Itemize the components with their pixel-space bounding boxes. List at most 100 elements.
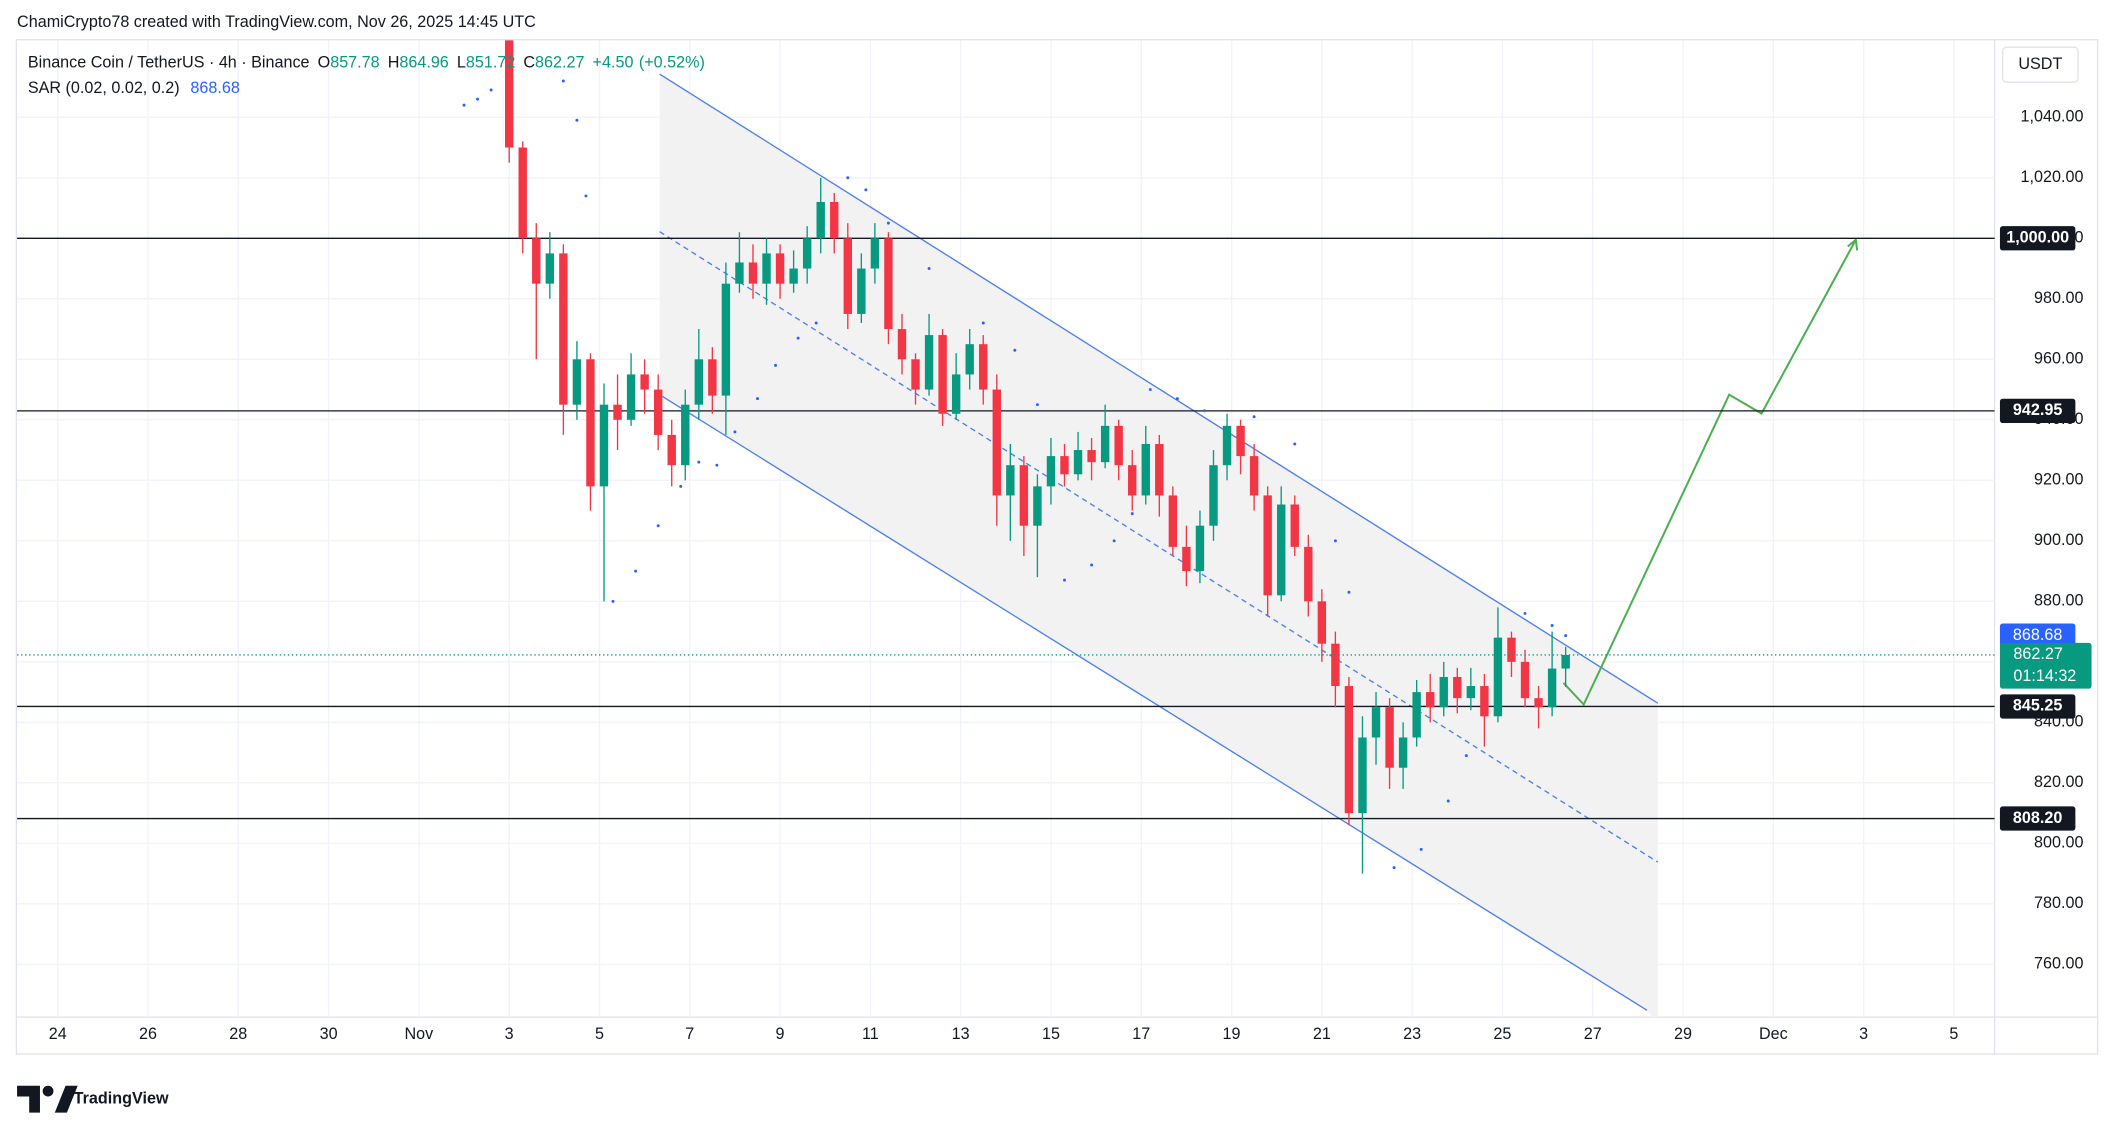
sar-dot: [1130, 512, 1134, 516]
sar-dot: [697, 460, 701, 464]
candle-body: [708, 359, 717, 396]
candle-body: [789, 268, 798, 284]
candle-body: [1344, 686, 1354, 814]
level-label-box: [1999, 398, 2076, 424]
sar-dot: [634, 569, 638, 573]
candle-body: [1046, 456, 1056, 487]
sar-price-box: [1999, 623, 2076, 648]
candle-body: [735, 262, 744, 284]
sar-dot: [1446, 799, 1450, 803]
sar-value: 868.68: [190, 79, 239, 97]
candle-body: [1073, 450, 1083, 475]
sar-price-label: 868.68: [2013, 626, 2062, 644]
sar-dot: [1333, 539, 1337, 543]
y-tick-label: 780.00: [2034, 894, 2083, 912]
ohlc-letter: H: [388, 54, 400, 72]
candle-body: [1155, 444, 1164, 496]
symbol-title: Binance Coin / TetherUS · 4h · Binance: [28, 54, 310, 72]
sar-dot: [1550, 624, 1554, 628]
x-tick-label: 26: [139, 1025, 157, 1043]
candle-body: [979, 344, 988, 390]
sar-dot: [886, 221, 890, 225]
y-tick-label: 920.00: [2034, 471, 2083, 489]
x-tick-label: 9: [776, 1025, 785, 1043]
ohlc-value: 864.96: [399, 54, 448, 72]
sar-dot: [575, 118, 579, 122]
axes: 760.00780.00800.00820.00840.00860.00880.…: [49, 108, 2092, 1043]
candle-body: [586, 359, 595, 487]
sar-dot: [584, 194, 588, 198]
x-tick-label: 21: [1313, 1025, 1331, 1043]
x-tick-label: 19: [1223, 1025, 1241, 1043]
x-tick-label: 5: [595, 1025, 604, 1043]
levels: [17, 237, 1995, 820]
candle-body: [816, 201, 825, 239]
currency: USDT: [2018, 55, 2062, 73]
candle-body: [1507, 637, 1516, 662]
ohlc-value: 851.72: [466, 54, 515, 72]
candle-body: [897, 329, 907, 360]
candle-body: [1371, 707, 1381, 738]
x-tick-label: 17: [1132, 1025, 1150, 1043]
candle-body: [1168, 495, 1178, 547]
candle-body: [830, 201, 839, 239]
candle-body: [613, 404, 622, 420]
level-label-box: [1999, 694, 2076, 719]
candle-body: [721, 283, 731, 396]
y-tick-label: 880.00: [2034, 592, 2083, 610]
x-tick-label: Dec: [1759, 1025, 1788, 1043]
y-tick-label: 900.00: [2034, 531, 2083, 549]
candle-body: [1100, 425, 1110, 463]
candle-body: [762, 253, 771, 284]
channel-fill: [659, 74, 1658, 1018]
candle-body: [965, 344, 974, 375]
candle-body: [1290, 504, 1299, 547]
channel-mid: [659, 231, 1659, 863]
sar-dot: [476, 97, 480, 101]
candle-body: [1385, 707, 1394, 768]
candle-body: [1466, 686, 1476, 699]
sar-dot: [1090, 563, 1094, 567]
x-tick-label: 23: [1403, 1025, 1421, 1043]
sar-dot: [774, 363, 778, 367]
projection-arrowhead: [1847, 237, 1859, 251]
candle-body: [653, 389, 663, 435]
change: (+0.52%): [639, 54, 705, 72]
candle-body: [1480, 686, 1489, 717]
candle-body: [1304, 546, 1313, 602]
channel-upper: [659, 73, 1659, 704]
chart-frame: [15, 39, 2099, 1055]
change: +4.50: [593, 54, 634, 72]
y-tick-label: 760.00: [2034, 955, 2083, 973]
last-price-label: 862.27: [2013, 645, 2062, 663]
candle-body: [1547, 668, 1557, 708]
sar-name: SAR (0.02, 0.02, 0.2): [28, 79, 180, 97]
x-tick-label: 27: [1584, 1025, 1602, 1043]
sar-dot: [1063, 578, 1066, 582]
sar-dot: [814, 321, 818, 325]
logo-icon: [42, 1085, 54, 1097]
drawings: [659, 73, 1859, 1018]
candle-body: [545, 253, 555, 284]
sar-dot: [1419, 847, 1423, 851]
sar-dot: [864, 188, 868, 192]
x-tick-label: 29: [1674, 1025, 1692, 1043]
sar-dot: [561, 79, 565, 83]
level-label: 942.95: [2013, 401, 2062, 419]
candle-body: [1358, 737, 1367, 814]
candle-body: [1331, 643, 1340, 687]
sar-dot: [927, 267, 931, 271]
candle-body: [1453, 676, 1462, 699]
sar-dot: [489, 88, 493, 92]
candle-body: [640, 374, 649, 390]
candle-body: [748, 262, 758, 284]
y-tick-label: 960.00: [2034, 350, 2083, 368]
x-tick-label: 28: [229, 1025, 247, 1043]
x-tick-label: 7: [685, 1025, 694, 1043]
candle-body: [857, 268, 866, 314]
channel-lower: [659, 394, 1648, 1011]
sar-dot: [1148, 388, 1152, 392]
candle-body: [1263, 495, 1272, 596]
level-label-box: [1999, 806, 2076, 831]
